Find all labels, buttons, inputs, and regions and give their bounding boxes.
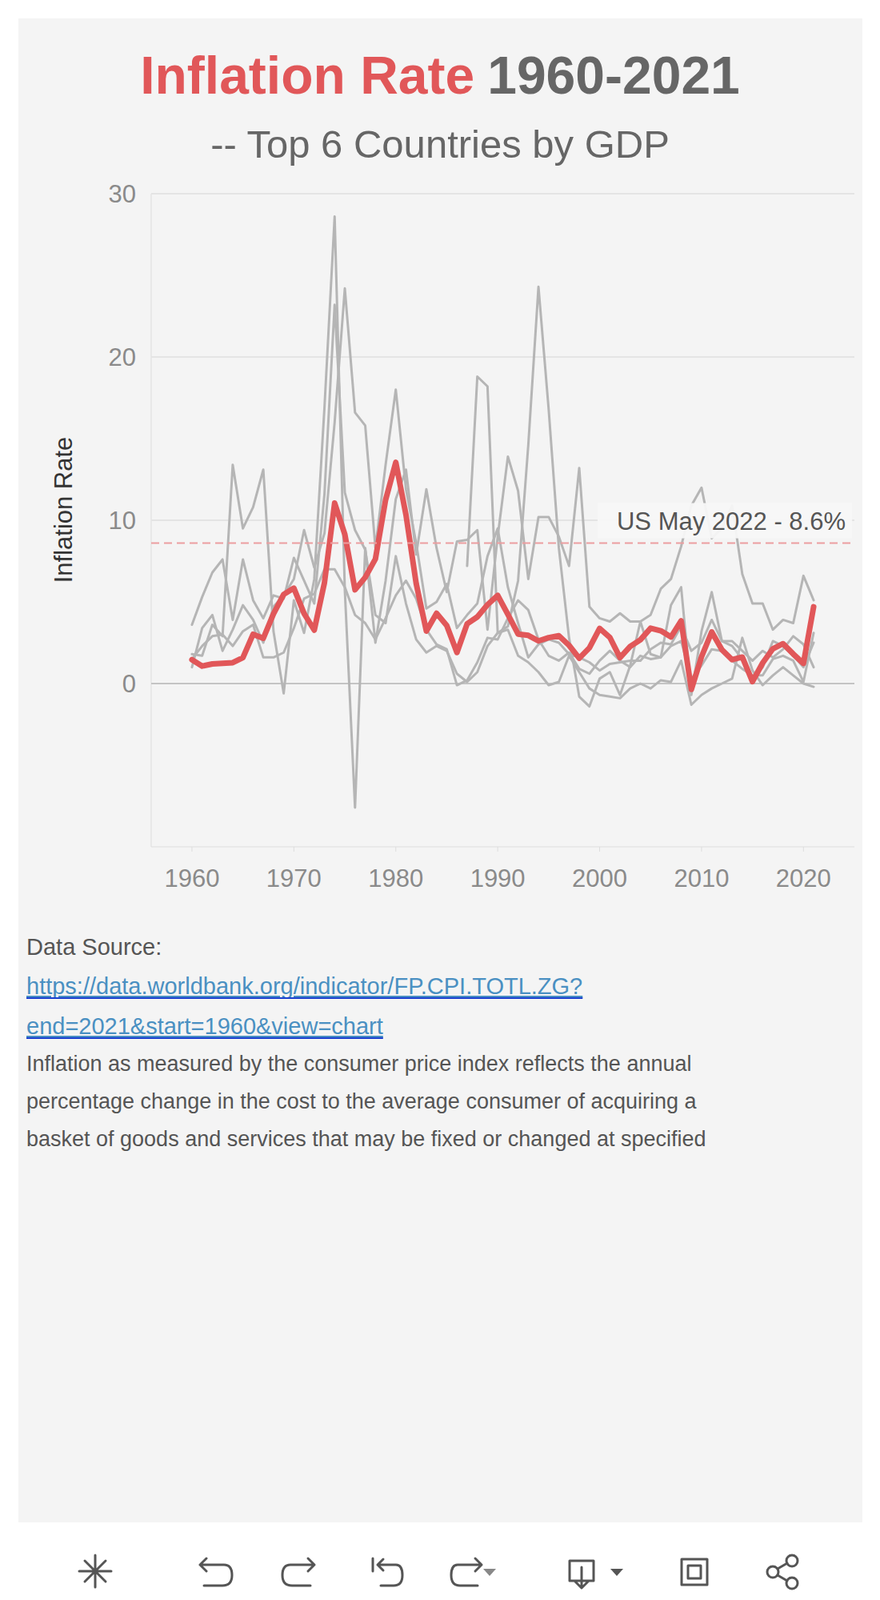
x-tick-label: 1960 [164, 864, 220, 892]
source-label: Data Source: [26, 933, 162, 960]
x-tick-label: 2010 [673, 864, 729, 892]
x-tick-label: 1970 [266, 864, 322, 892]
toolbar-icon-tableau[interactable] [79, 1554, 112, 1587]
description-line: basket of goods and services that may be… [26, 1126, 707, 1151]
x-tick-mark [395, 846, 396, 852]
x-tick-mark [497, 846, 499, 852]
toolbar-icon-share[interactable] [786, 1554, 798, 1566]
x-tick-mark [293, 846, 295, 852]
x-tick-mark [700, 846, 702, 852]
y-tick-label: 30 [108, 180, 136, 208]
y-grid-line [151, 192, 855, 195]
description-line: percentage change in the cost to the ave… [26, 1088, 698, 1113]
country-line [192, 288, 814, 677]
subtitle: -- Top 6 Countries by GDP [210, 122, 670, 166]
x-tick-label: 2000 [572, 864, 628, 892]
toolbar-icon-share[interactable] [786, 1576, 798, 1588]
toolbar-icon-fullscreen[interactable] [681, 1558, 708, 1584]
y-grid-line [151, 682, 855, 684]
page: Inflation Rate1960-2021-- Top 6 Countrie… [0, 0, 880, 1600]
title-rest: 1960-2021 [487, 45, 740, 105]
dashboard-background [18, 18, 863, 1522]
x-tick-mark [803, 846, 804, 852]
country-line [192, 568, 814, 685]
y-tick-label: 0 [122, 669, 136, 698]
source-link[interactable]: end=2021&start=1960&view=chart [26, 1012, 384, 1039]
reference-line [151, 542, 855, 544]
x-tick-label: 1990 [470, 864, 526, 892]
y-axis-title: Inflation Rate [49, 436, 78, 584]
toolbar-icon-download[interactable] [569, 1560, 594, 1588]
toolbar-icon-dropdown[interactable] [483, 1568, 496, 1576]
toolbar-icon-share-lines[interactable] [777, 1562, 788, 1580]
country-line [467, 286, 814, 706]
link-underline [26, 996, 583, 999]
y-tick-label: 20 [108, 343, 136, 372]
annotation-box [597, 503, 852, 539]
link-underline [26, 1036, 384, 1039]
toolbar-icon-revert[interactable] [372, 1557, 403, 1585]
title-highlight: Inflation Rate [140, 45, 475, 105]
toolbar-icon-refresh[interactable] [451, 1557, 482, 1585]
y-grid-line [151, 356, 855, 358]
x-tick-label: 1980 [368, 864, 424, 892]
description-line: Inflation as measured by the consumer pr… [26, 1051, 692, 1076]
y-tick-label: 10 [108, 506, 136, 535]
title: Inflation Rate1960-2021 [140, 45, 740, 105]
x-tick-label: 2020 [776, 864, 832, 892]
x-axis-line [151, 846, 855, 848]
x-tick-mark [191, 846, 192, 852]
annotation-label: US May 2022 - 8.6% [616, 507, 846, 536]
toolbar-icon-undo[interactable] [200, 1557, 232, 1585]
source-link[interactable]: https://data.worldbank.org/indicator/FP.… [26, 972, 583, 999]
x-tick-mark [599, 846, 600, 852]
page-background [0, 0, 880, 1600]
highlight-line [192, 462, 814, 690]
toolbar-icon-dropdown[interactable] [610, 1568, 624, 1576]
toolbar [0, 1523, 880, 1600]
toolbar-icon-redo[interactable] [282, 1557, 315, 1585]
